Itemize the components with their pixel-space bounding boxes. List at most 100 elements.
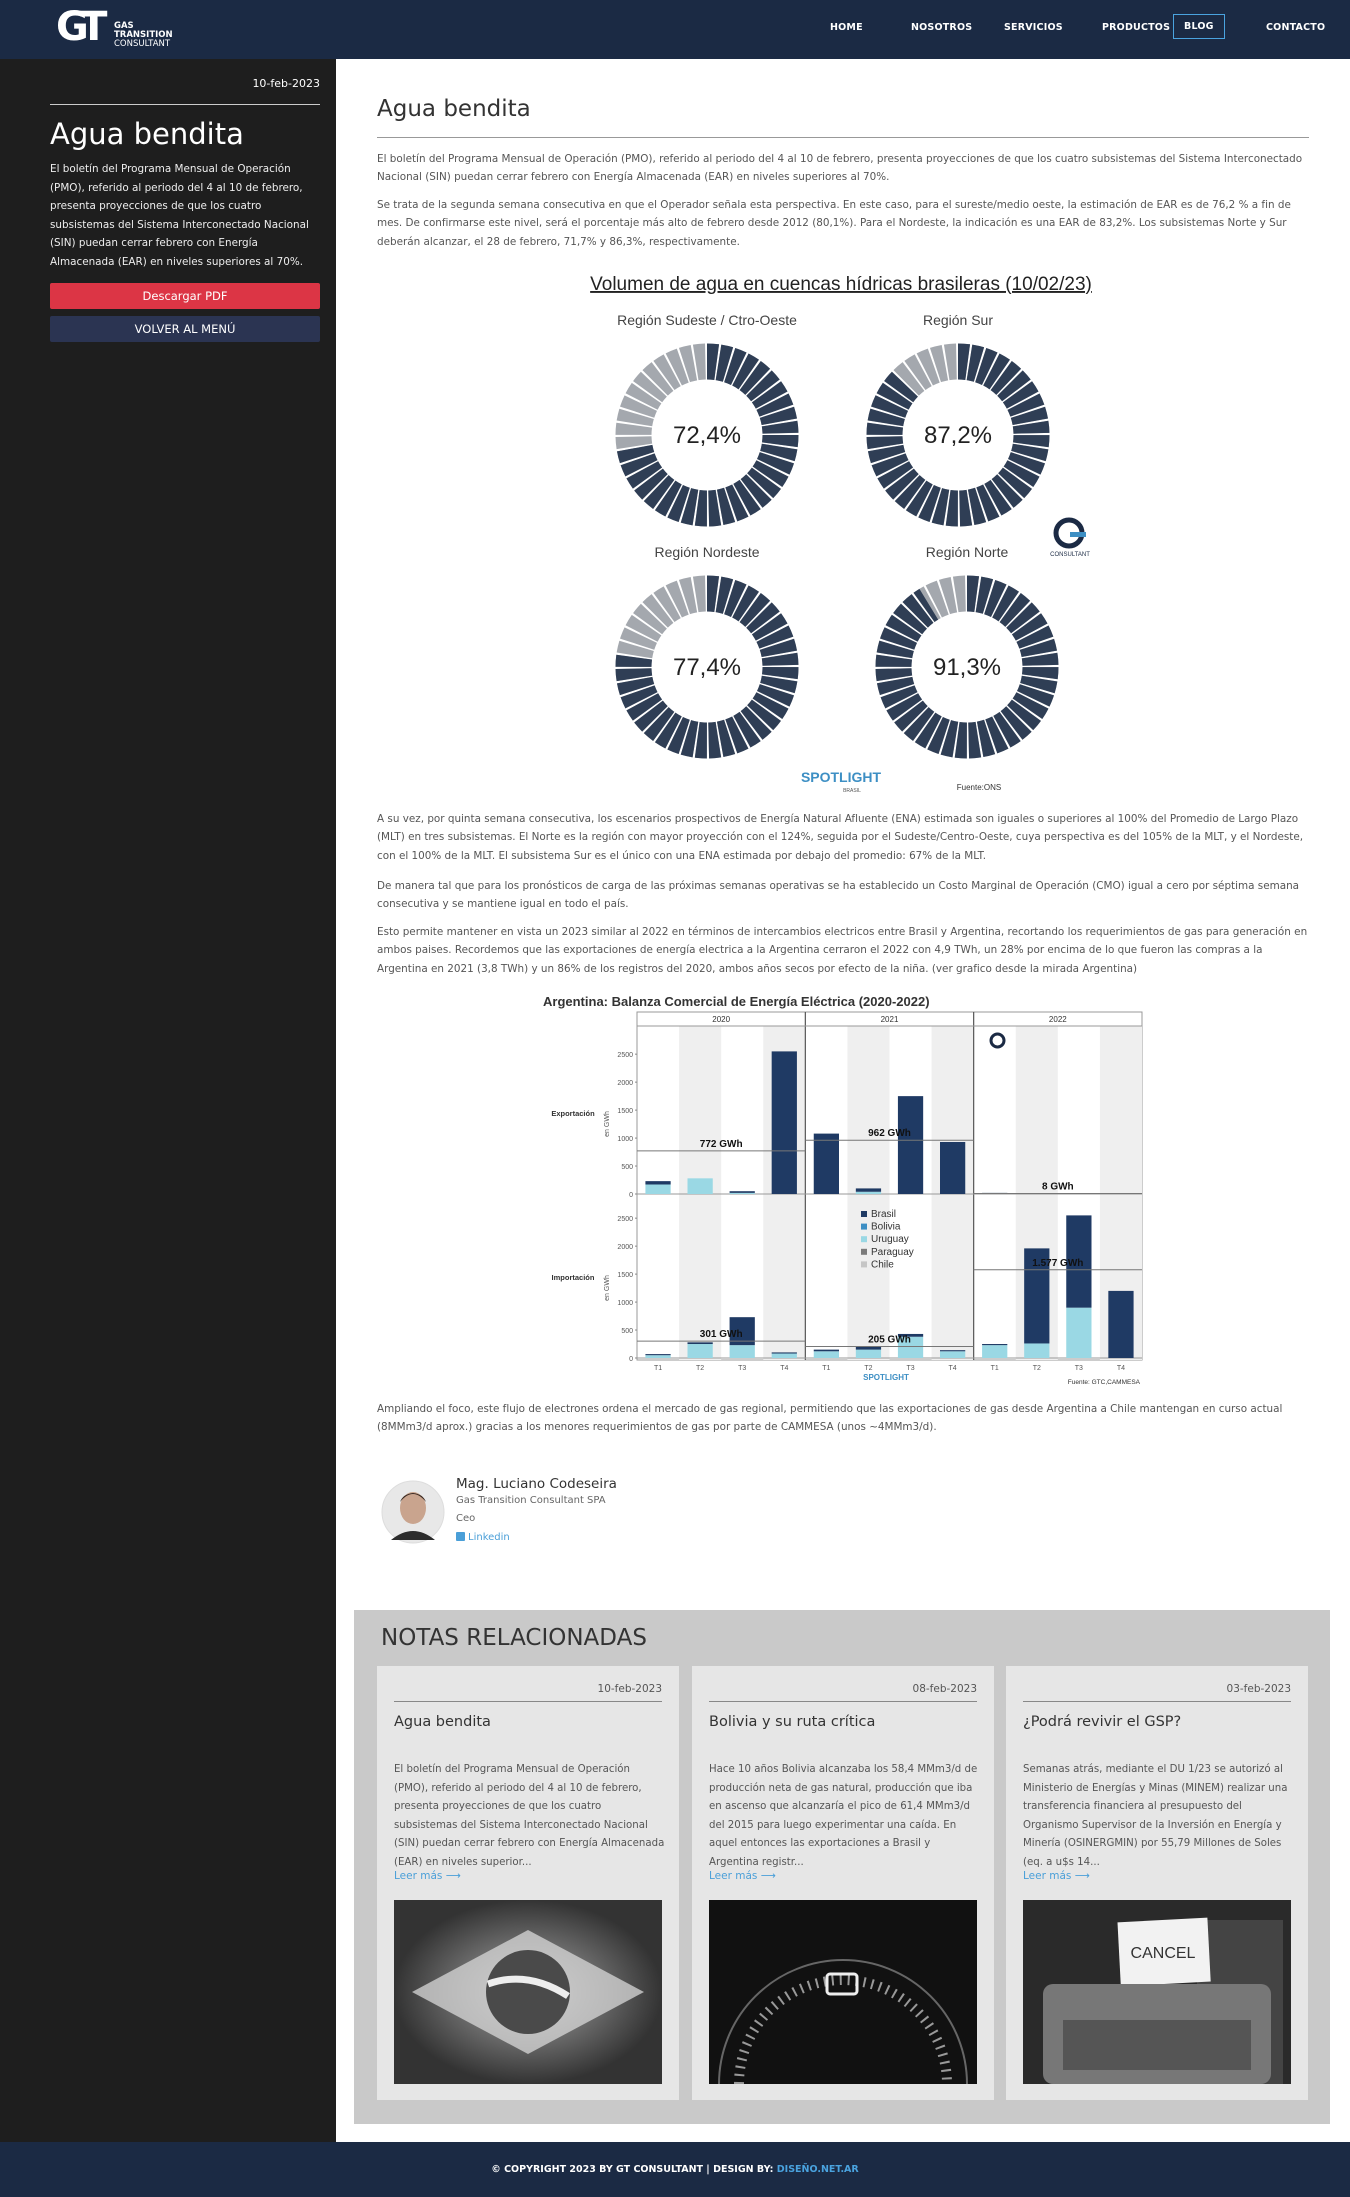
download-button[interactable]: Descargar PDF <box>50 283 320 309</box>
bar-segment <box>729 1192 755 1194</box>
brand: SPOTLIGHT <box>801 769 882 785</box>
read-more-label: Leer más <box>1023 1870 1072 1882</box>
logo-line: GAS <box>114 21 134 31</box>
bar-segment <box>940 1141 966 1194</box>
read-more-label: Leer más <box>394 1870 443 1882</box>
x-tick-label: T4 <box>1117 1365 1125 1372</box>
logo-line: TRANSITION <box>114 30 173 40</box>
card-excerpt: El boletín del Programa Mensual de Opera… <box>394 1764 665 1868</box>
bar-segment <box>729 1345 755 1358</box>
bar-segment <box>687 1342 713 1345</box>
bar-segment <box>813 1133 839 1194</box>
divider <box>377 137 1309 138</box>
bar-segment <box>729 1191 755 1193</box>
bar-segment <box>813 1349 839 1352</box>
bar-segment <box>1066 1215 1092 1308</box>
legend-label: Uruguay <box>871 1234 909 1245</box>
back-button[interactable]: VOLVER AL MENÚ <box>50 316 320 342</box>
card-title[interactable]: ¿Podrá revivir el GSP? <box>1023 1714 1182 1730</box>
logo-text: GAS TRANSITION CONSULTANT <box>114 22 173 49</box>
legend-label: Bolivia <box>871 1222 901 1233</box>
nav-link[interactable]: NOSOTROS <box>911 22 973 33</box>
y-tick-label: 1500 <box>617 1108 633 1115</box>
read-more-label: Leer más <box>709 1870 758 1882</box>
average-label: 301 GWh <box>700 1329 743 1340</box>
bar-segment <box>1024 1343 1050 1358</box>
author-company: Gas Transition Consultant SPA <box>456 1495 606 1506</box>
card-image <box>709 1900 977 2084</box>
card-image <box>394 1900 662 2084</box>
paragraph: Ampliando el foco, este flujo de electro… <box>377 1403 1283 1434</box>
donut-label: 91,3% <box>933 654 1001 681</box>
read-more[interactable]: Leer más ⟶ <box>709 1870 776 1882</box>
related-card: 03-feb-2023 ¿Podrá revivir el GSP? Seman… <box>1006 1666 1308 2100</box>
footer-link[interactable]: DISEÑO.NET.AR <box>776 2164 859 2175</box>
x-tick-label: T3 <box>906 1365 914 1372</box>
image-text: CANCEL <box>1131 1945 1196 1962</box>
footer-text: © COPYRIGHT 2023 BY GT CONSULTANT | DESI… <box>491 2164 774 2175</box>
average-label: 772 GWh <box>700 1139 743 1150</box>
related-card: 10-feb-2023 Agua bendita El boletín del … <box>377 1666 679 2100</box>
bar-segment <box>645 1354 671 1356</box>
divider <box>709 1701 977 1702</box>
brand: SPOTLIGHT <box>863 1373 909 1382</box>
bar-segment <box>813 1351 839 1358</box>
legend-swatch <box>861 1211 867 1217</box>
bar-segment <box>687 1178 713 1194</box>
logo-mark-box[interactable]: GT <box>56 4 108 54</box>
divider <box>50 104 320 105</box>
paragraph: El boletín del Programa Mensual de Opera… <box>377 153 1303 184</box>
bar-segment <box>855 1346 882 1350</box>
donut-label: 72,4% <box>673 422 741 449</box>
donut-figure: Volumen de agua en cuencas hídricas bras… <box>590 274 1092 794</box>
nav-link[interactable]: SERVICIOS <box>1004 22 1063 33</box>
legend-label: Chile <box>871 1259 894 1270</box>
donut-arc <box>615 575 799 759</box>
read-more[interactable]: Leer más ⟶ <box>394 1870 461 1882</box>
divider <box>1023 1701 1291 1702</box>
legend-swatch <box>861 1261 867 1268</box>
x-tick-label: T3 <box>1075 1365 1083 1372</box>
bar-segment <box>982 1345 1008 1358</box>
card-title[interactable]: Agua bendita <box>394 1714 491 1730</box>
nav-link[interactable]: HOME <box>830 22 863 33</box>
card-excerpt: Hace 10 años Bolivia alcanzaba los 58,4 … <box>709 1764 978 1868</box>
card-title[interactable]: Bolivia y su ruta crítica <box>709 1714 876 1730</box>
legend-swatch <box>861 1236 867 1243</box>
article-title: Agua bendita <box>377 96 531 122</box>
average-label: 205 GWh <box>868 1335 911 1346</box>
author-link[interactable]: Linkedin <box>456 1532 510 1543</box>
source: Fuente:ONS <box>957 783 1001 792</box>
logo-mark: GT <box>56 4 108 50</box>
bar-segment <box>897 1096 924 1194</box>
x-tick-label: T1 <box>991 1365 999 1372</box>
bar-segment <box>771 1353 797 1358</box>
source: Fuente: GTC,CAMMESA <box>1068 1379 1141 1386</box>
average-label: 1.577 GWh <box>1032 1258 1083 1269</box>
bar-segment <box>940 1350 966 1352</box>
brand-sub: BRASIL <box>843 788 861 794</box>
paragraph: Se trata de la segunda semana consecutiv… <box>377 199 1291 248</box>
bar-segment <box>1066 1307 1092 1358</box>
logo-shape <box>1070 532 1086 537</box>
y-tick-label: 0 <box>629 1192 633 1199</box>
button-label: VOLVER AL MENÚ <box>134 322 236 336</box>
donut-title: Región Norte <box>926 544 1009 560</box>
button-label: Descargar PDF <box>142 289 228 303</box>
logo-shape <box>989 1032 1006 1049</box>
author-name: Mag. Luciano Codeseira <box>456 1476 617 1492</box>
y-tick-label: 500 <box>621 1164 633 1171</box>
y-tick-label: 0 <box>629 1356 633 1363</box>
nav-link[interactable]: CONTACTO <box>1266 22 1326 33</box>
panel-label: Exportación <box>551 1109 595 1118</box>
nav-link[interactable]: PRODUCTOS <box>1102 22 1171 33</box>
related-title: NOTAS RELACIONADAS <box>381 1625 647 1651</box>
nav-link[interactable]: BLOG <box>1173 14 1225 39</box>
read-more[interactable]: Leer más ⟶ <box>1023 1870 1090 1882</box>
donut-label: 77,4% <box>673 654 741 681</box>
legend-swatch <box>861 1223 867 1230</box>
year-label: 2020 <box>712 1015 730 1024</box>
donut-title: Región Sur <box>923 312 993 328</box>
bar-segment <box>687 1344 713 1358</box>
